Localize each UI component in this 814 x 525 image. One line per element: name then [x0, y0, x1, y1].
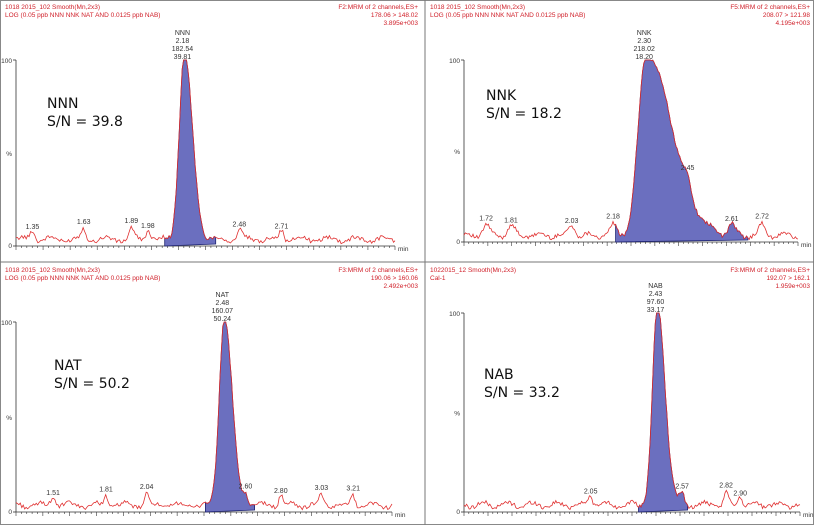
- y-tick-label: 100: [449, 311, 460, 318]
- peak-rt-label: 2.71: [275, 223, 289, 230]
- peak-name-label: NNN: [175, 30, 190, 37]
- signal-to-noise-label: S/N = 33.2: [484, 385, 560, 401]
- y-tick-label: 0: [456, 239, 460, 246]
- peak-rt-label: 3.03: [315, 485, 329, 492]
- peak-rt-label: 2.82: [719, 482, 733, 489]
- analyte-name: NAT: [54, 358, 82, 374]
- peak-annotation-value: 2.43: [649, 291, 663, 298]
- header-right-line: 208.07 > 121.98: [763, 12, 811, 19]
- y-tick-label: 0: [8, 243, 12, 250]
- peak-rt-label: 2.04: [140, 484, 154, 491]
- header-right-line: 1.959e+003: [775, 283, 810, 290]
- peak-rt-label: 1.81: [99, 486, 113, 493]
- y-tick-label: 0: [456, 509, 460, 516]
- peak-name-label: NAB: [648, 283, 663, 290]
- peak-annotation-value: 2.48: [215, 300, 229, 307]
- peak-rt-label: 1.72: [479, 215, 493, 222]
- header-left-line: 1018 2015_102 Smooth(Mn,2x3): [430, 4, 525, 11]
- analyte-name: NNK: [486, 88, 517, 104]
- header-right-line: 3.895e+003: [383, 20, 418, 27]
- peak-rt-label: 2.80: [274, 488, 288, 495]
- peak-rt-label: 2.18: [606, 213, 620, 220]
- x-axis-unit-label: min: [398, 246, 409, 253]
- peak-name-label: NAT: [216, 292, 230, 299]
- header-right-line: 178.06 > 148.02: [371, 12, 419, 19]
- peak-rt-label: 1.89: [125, 218, 139, 225]
- y-axis-unit-label: %: [6, 151, 12, 158]
- y-axis-unit-label: %: [454, 149, 460, 156]
- analyte-name: NAB: [484, 367, 514, 383]
- header-right-line: 4.195e+003: [775, 20, 810, 27]
- header-left-line: LOG (0.05 ppb NNN NNK NAT AND 0.0125 ppb…: [5, 12, 160, 19]
- peak-name-label: NNK: [637, 30, 652, 37]
- peak-rt-label: 2.61: [725, 216, 739, 223]
- peak-rt-label: 1.81: [504, 218, 518, 225]
- y-axis-unit-label: %: [6, 415, 12, 422]
- y-axis-unit-label: %: [454, 411, 460, 418]
- peak-rt-label: 2.60: [239, 483, 253, 490]
- signal-to-noise-label: S/N = 18.2: [486, 106, 562, 122]
- x-axis-unit-label: min: [801, 242, 812, 249]
- x-axis-unit-label: min: [803, 512, 814, 519]
- peak-rt-label: 2.48: [233, 221, 247, 228]
- header-right-line: F2:MRM of 2 channels,ES+: [338, 4, 418, 11]
- header-left-line: LOG (0.05 ppb NNN NNK NAT AND 0.0125 ppb…: [5, 275, 160, 282]
- header-left-line: 1022015_12 Smooth(Mn,2x3): [430, 267, 516, 274]
- peak-rt-label: 2.57: [675, 483, 689, 490]
- peak-rt-label: 1.63: [77, 219, 91, 226]
- peak-rt-label: 1.35: [26, 224, 40, 231]
- peak-rt-label: 2.45: [681, 165, 695, 172]
- peak-annotation-value: 2.18: [176, 38, 190, 45]
- y-tick-label: 100: [1, 320, 12, 327]
- peak-rt-label: 1.98: [141, 223, 155, 230]
- peak-rt-label: 1.51: [46, 490, 60, 497]
- header-right-line: F3:MRM of 2 channels,ES+: [338, 267, 418, 274]
- peak-annotation-value: 97.60: [647, 299, 665, 306]
- peak-rt-label: 2.03: [565, 218, 579, 225]
- header-right-line: F5:MRM of 2 channels,ES+: [730, 4, 810, 11]
- analyte-name: NNN: [47, 96, 78, 112]
- peak-rt-label: 3.21: [346, 486, 360, 493]
- y-tick-label: 100: [1, 58, 12, 65]
- peak-annotation-value: 218.02: [633, 46, 655, 53]
- peak-annotation-value: 50.24: [214, 316, 232, 323]
- peak-rt-label: 2.72: [755, 213, 769, 220]
- peak-rt-label: 2.90: [733, 490, 747, 497]
- peak-annotation-value: 18.20: [635, 54, 653, 61]
- signal-to-noise-label: S/N = 39.8: [47, 114, 123, 130]
- peak-annotation-value: 2.30: [637, 38, 651, 45]
- y-tick-label: 0: [8, 509, 12, 516]
- peak-annotation-value: 33.17: [647, 307, 665, 314]
- x-axis-unit-label: min: [395, 512, 406, 519]
- header-right-line: 192.07 > 162.1: [766, 275, 810, 282]
- header-left-line: LOG (0.05 ppb NNN NNK NAT AND 0.0125 ppb…: [430, 12, 585, 19]
- signal-to-noise-label: S/N = 50.2: [54, 376, 130, 392]
- header-left-line: Cal-1: [430, 275, 446, 282]
- header-right-line: 2.492e+003: [383, 283, 418, 290]
- header-left-line: 1018 2015_102 Smooth(Mn,2x3): [5, 4, 100, 11]
- peak-rt-label: 2.05: [584, 488, 598, 495]
- y-tick-label: 100: [449, 58, 460, 65]
- peak-annotation-value: 39.81: [174, 54, 192, 61]
- header-right-line: F3:MRM of 2 channels,ES+: [730, 267, 810, 274]
- header-left-line: 1018 2015_102 Smooth(Mn,2x3): [5, 267, 100, 274]
- peak-annotation-value: 182.54: [172, 46, 194, 53]
- peak-annotation-value: 160.07: [212, 308, 234, 315]
- header-right-line: 190.06 > 160.06: [371, 275, 419, 282]
